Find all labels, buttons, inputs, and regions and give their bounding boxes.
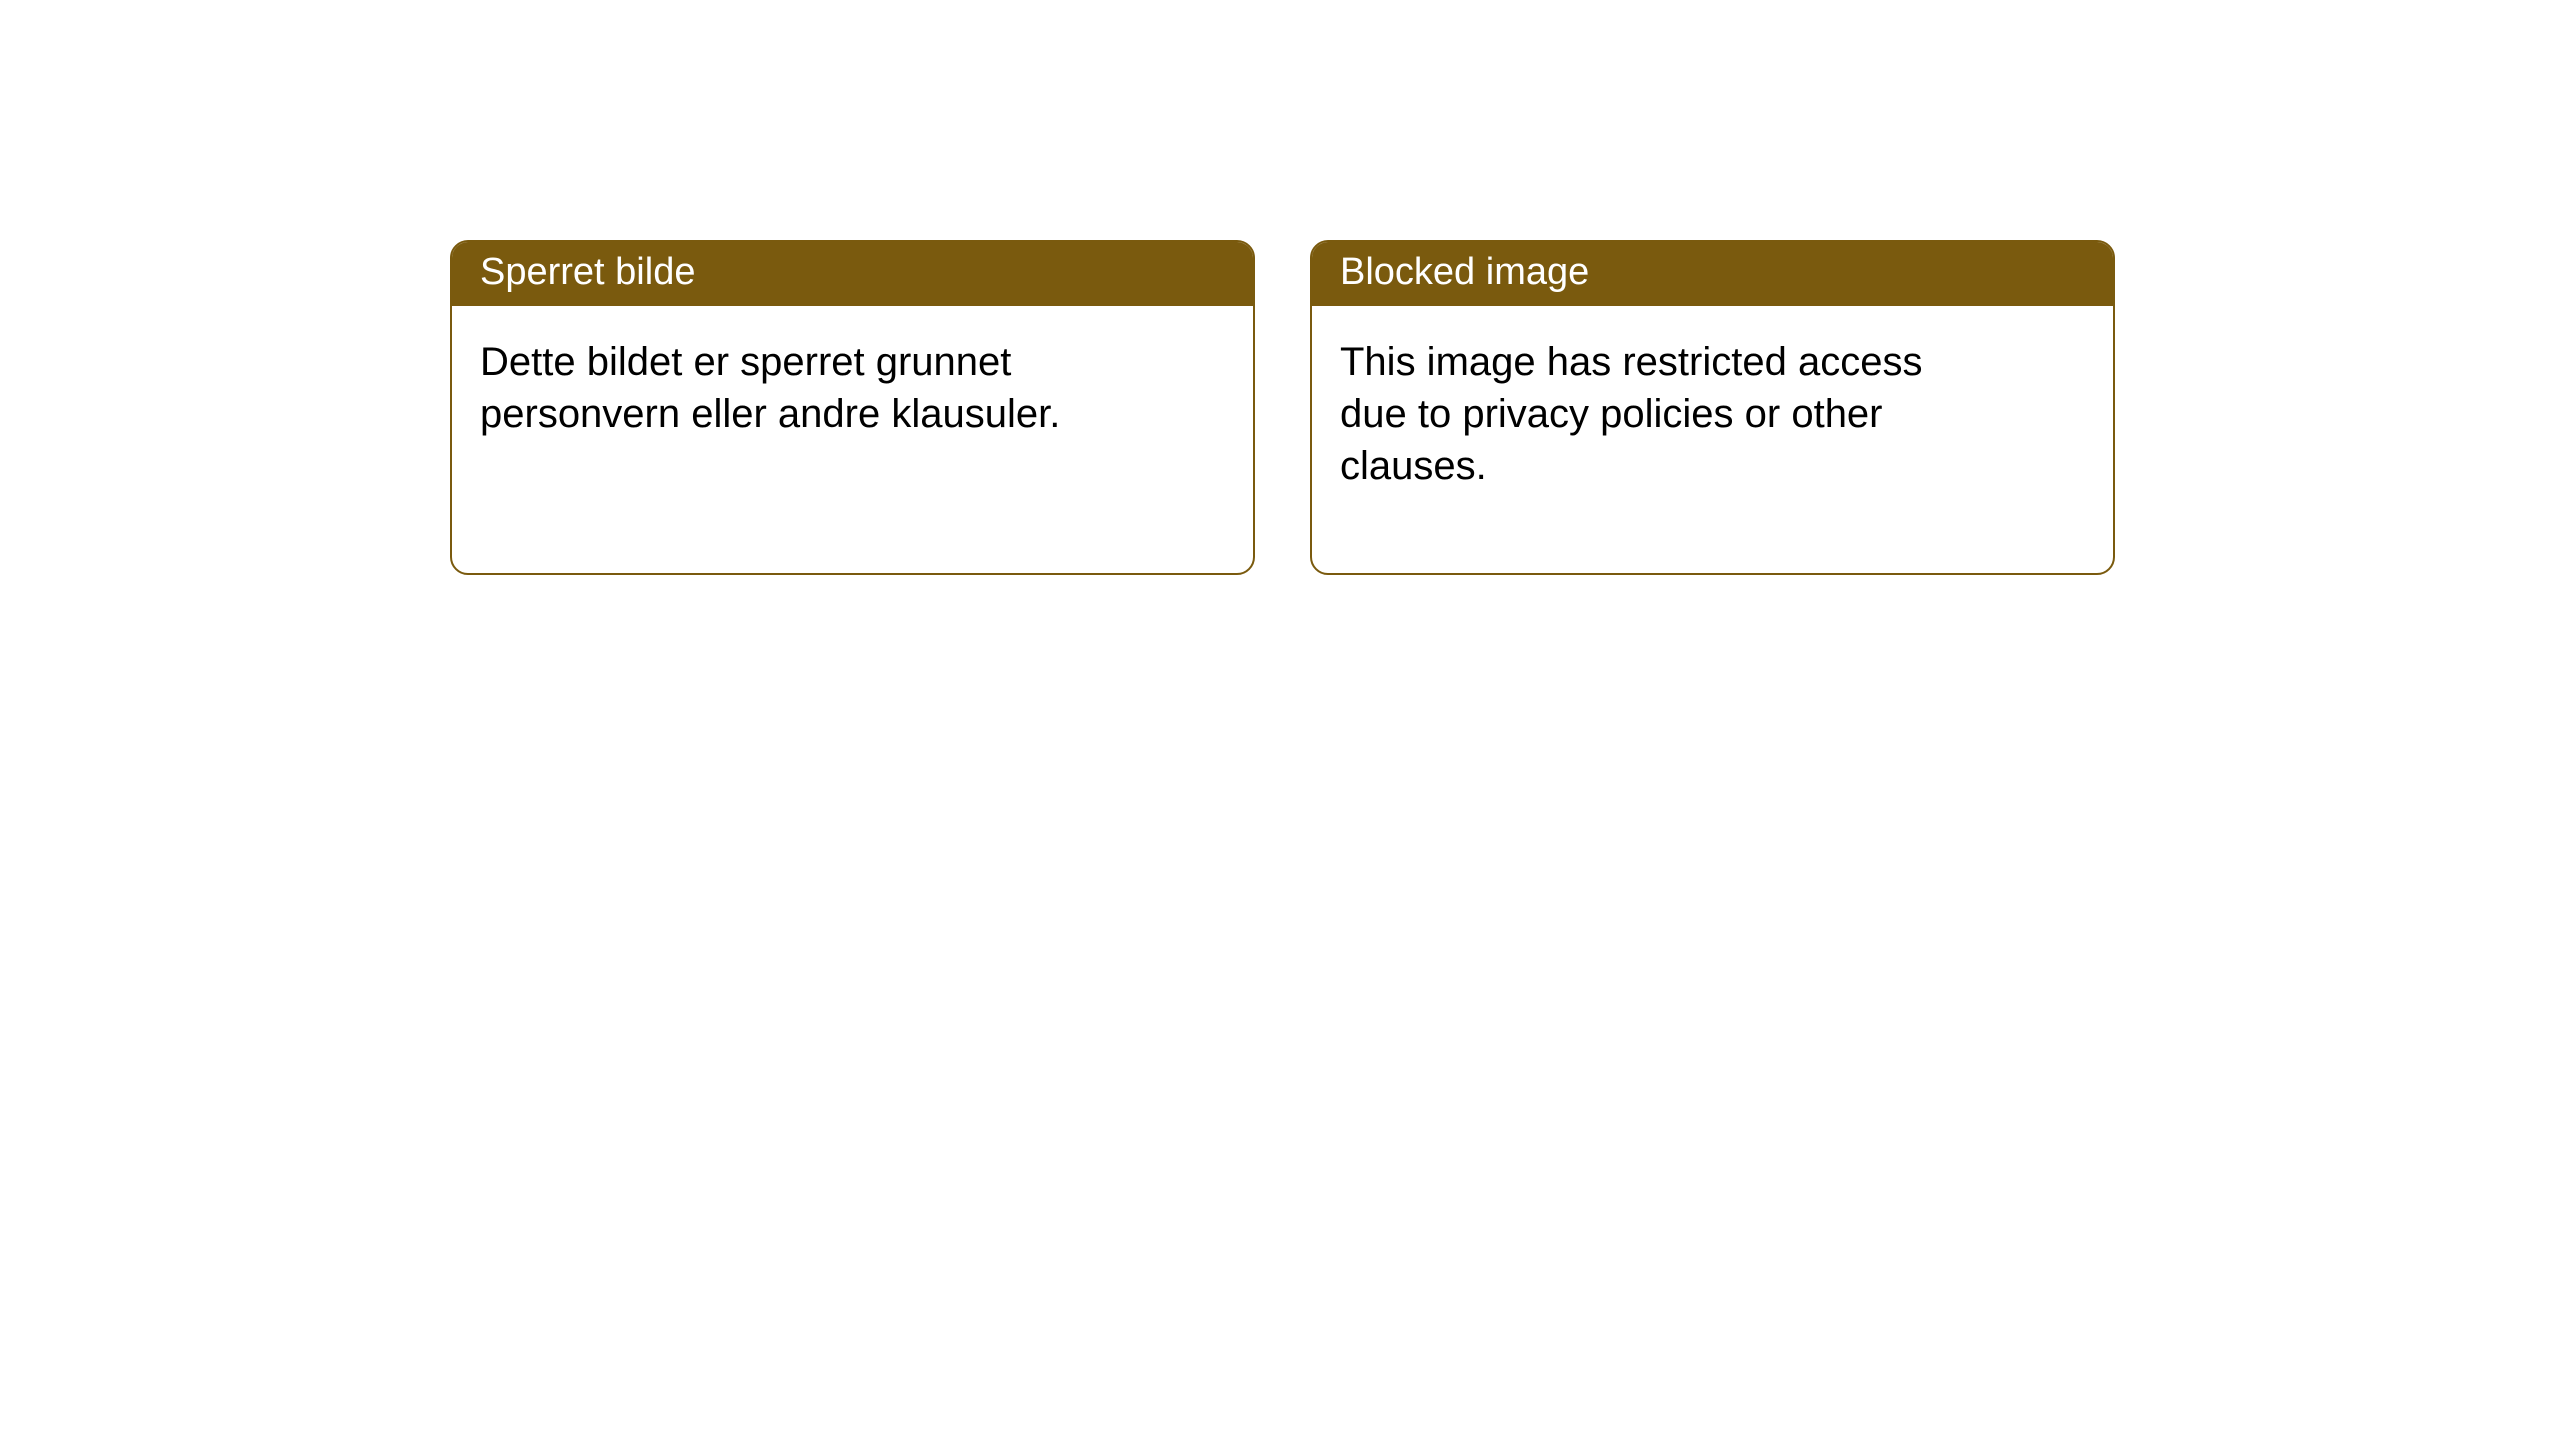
notice-container: Sperret bilde Dette bildet er sperret gr… [450,240,2115,575]
card-title-norwegian: Sperret bilde [452,242,1253,306]
card-norwegian: Sperret bilde Dette bildet er sperret gr… [450,240,1255,575]
card-body-norwegian: Dette bildet er sperret grunnet personve… [452,306,1132,573]
card-body-english: This image has restricted access due to … [1312,306,1992,573]
card-english: Blocked image This image has restricted … [1310,240,2115,575]
card-title-english: Blocked image [1312,242,2113,306]
